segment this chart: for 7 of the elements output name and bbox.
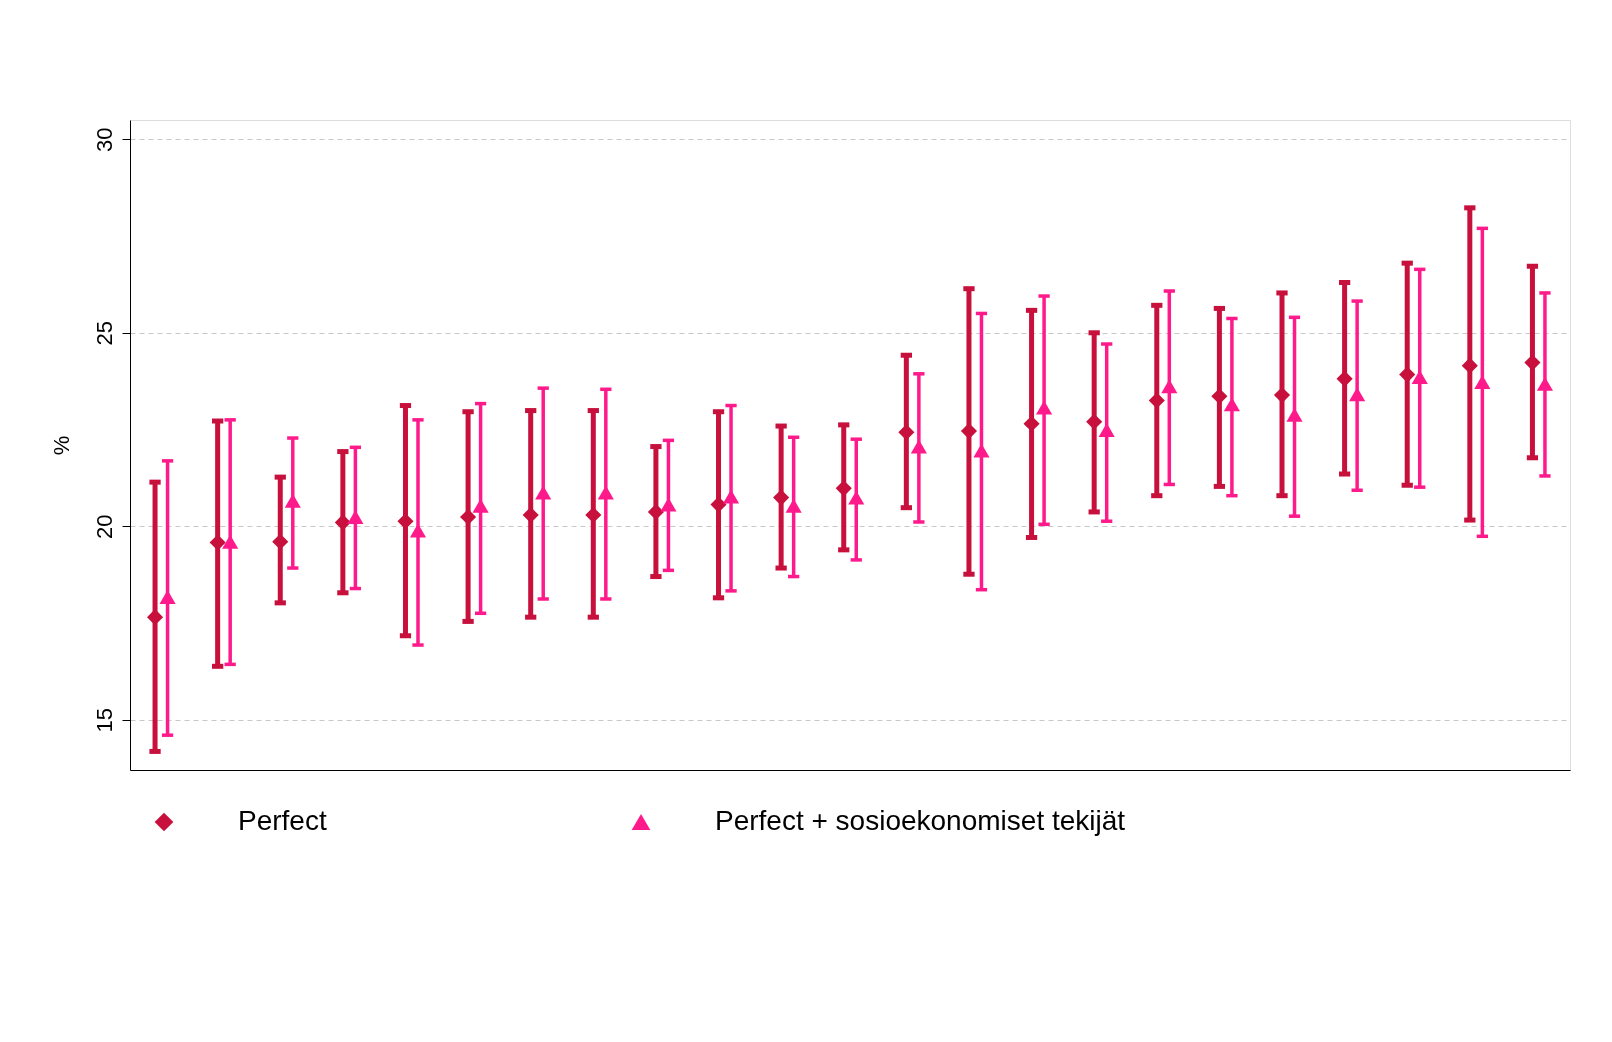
y-tick-label: 15 [91, 707, 117, 733]
y-tick-label: 30 [91, 127, 117, 153]
y-axis-title: % [48, 435, 74, 456]
y-tick-label: 20 [91, 514, 117, 539]
y-tick-label: 25 [91, 321, 117, 346]
legend-label: Perfect + sosioekonomiset tekijät [715, 805, 1126, 836]
legend-label: Perfect [238, 805, 327, 836]
